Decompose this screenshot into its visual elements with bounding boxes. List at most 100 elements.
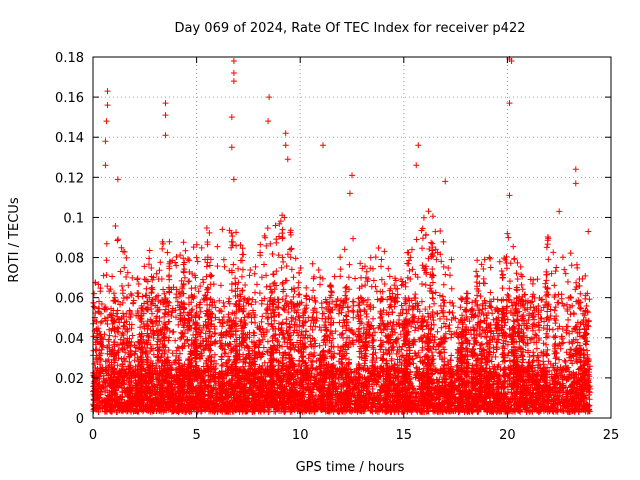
data-point	[221, 263, 228, 270]
data-point	[358, 274, 365, 281]
data-point	[581, 312, 588, 319]
data-point	[504, 230, 511, 237]
data-point	[498, 268, 505, 275]
data-point	[159, 245, 166, 252]
data-point	[263, 283, 270, 290]
data-point	[260, 344, 267, 351]
data-point	[378, 256, 385, 263]
data-point	[367, 254, 374, 261]
data-point	[210, 281, 217, 288]
data-point	[413, 236, 420, 243]
data-point	[408, 246, 415, 253]
data-point	[310, 287, 317, 294]
data-point	[514, 275, 521, 282]
data-point	[312, 298, 319, 305]
data-point	[418, 298, 425, 305]
data-point	[487, 264, 494, 271]
data-point	[564, 307, 571, 314]
data-point	[242, 281, 249, 288]
data-point	[194, 258, 201, 265]
data-point	[350, 314, 357, 321]
data-point	[313, 309, 320, 316]
data-point	[214, 243, 221, 250]
data-point	[310, 307, 317, 314]
data-point	[238, 273, 245, 280]
data-point	[173, 314, 180, 321]
data-point	[153, 363, 160, 370]
data-point	[375, 245, 382, 252]
data-point	[214, 263, 221, 270]
data-point	[438, 324, 445, 331]
data-point	[560, 339, 567, 346]
data-point	[477, 293, 484, 300]
data-point	[426, 303, 433, 310]
data-point	[306, 296, 313, 303]
data-point	[217, 282, 224, 289]
data-point	[510, 243, 517, 250]
data-point	[449, 309, 456, 316]
data-point	[261, 261, 268, 268]
data-point	[552, 317, 559, 324]
data-point	[309, 260, 316, 267]
data-point	[172, 337, 179, 344]
data-point	[252, 263, 259, 270]
data-point	[439, 293, 446, 300]
data-point	[534, 276, 541, 283]
data-point	[157, 259, 164, 266]
data-point	[440, 238, 447, 245]
data-point	[121, 264, 128, 271]
data-point	[114, 237, 121, 244]
data-point	[548, 270, 555, 277]
data-point	[420, 214, 427, 221]
data-point	[164, 249, 171, 256]
data-point	[117, 268, 124, 275]
data-point	[432, 289, 439, 296]
data-point	[561, 266, 568, 273]
data-point	[434, 328, 441, 335]
data-point	[127, 290, 134, 297]
data-point	[524, 306, 531, 313]
data-point	[487, 255, 494, 262]
data-point	[562, 270, 569, 277]
data-point	[146, 255, 153, 262]
data-point	[168, 312, 175, 319]
data-point	[123, 254, 130, 261]
data-point	[129, 274, 136, 281]
data-point	[125, 282, 132, 289]
data-points	[90, 56, 594, 415]
data-point	[381, 280, 388, 287]
data-point	[103, 257, 110, 264]
data-point	[246, 272, 253, 279]
data-point	[156, 267, 163, 274]
data-point	[431, 300, 438, 307]
data-point	[540, 304, 547, 311]
data-point	[550, 249, 557, 256]
data-point	[357, 260, 364, 267]
data-point	[334, 296, 341, 303]
data-point	[146, 247, 153, 254]
data-point	[454, 324, 461, 331]
data-point	[446, 308, 453, 315]
data-point	[567, 294, 574, 301]
data-point	[367, 265, 374, 272]
data-point	[316, 281, 323, 288]
data-point	[341, 246, 348, 253]
data-point	[239, 266, 246, 273]
data-point	[97, 319, 104, 326]
data-point	[381, 248, 388, 255]
data-point	[499, 285, 506, 292]
data-point	[267, 240, 274, 247]
data-point	[283, 263, 290, 270]
data-point	[206, 229, 213, 236]
data-point	[437, 228, 444, 235]
data-point	[98, 318, 105, 325]
data-point	[492, 353, 499, 360]
data-point	[193, 254, 200, 261]
data-point	[537, 315, 544, 322]
data-point	[318, 300, 325, 307]
data-point	[532, 331, 539, 338]
data-point	[370, 277, 377, 284]
data-point	[442, 271, 449, 278]
data-point	[567, 346, 574, 353]
